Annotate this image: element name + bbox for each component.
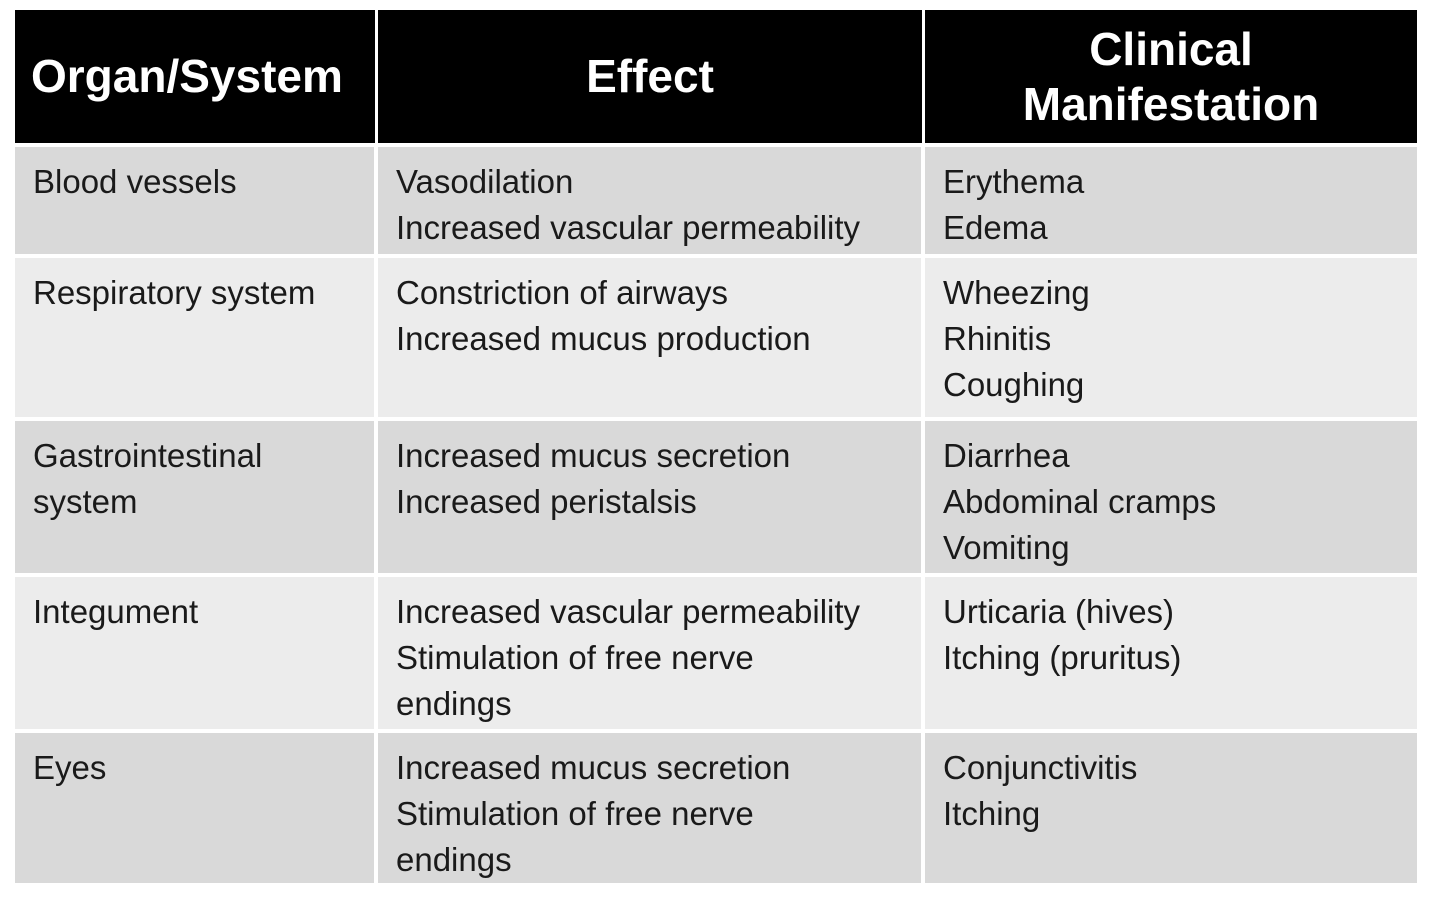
table-row: Integument Increased vascular permeabili… — [15, 577, 1417, 733]
header-organ-system: Organ/System — [15, 10, 378, 147]
table-row: Eyes Increased mucus secretion Stimulati… — [15, 733, 1417, 887]
effect-text: endings — [396, 685, 512, 722]
manifestation-text: Conjunctivitis — [943, 749, 1138, 786]
organ-cell: Integument — [15, 577, 378, 733]
organ-text: Gastrointestinal — [33, 437, 263, 474]
table-row: Gastrointestinal system Increased mucus … — [15, 421, 1417, 577]
manifestation-cell: Conjunctivitis Itching — [925, 733, 1417, 887]
table-container: Organ/System Effect Clinical Manifestati… — [15, 10, 1417, 887]
effect-text: Vasodilation — [396, 163, 574, 200]
header-clinical-line1: Clinical — [1089, 22, 1253, 75]
effect-cell: Increased vascular permeability Stimulat… — [378, 577, 925, 733]
manifestation-text: Vomiting — [943, 529, 1070, 566]
effect-cell: Increased mucus secretion Increased peri… — [378, 421, 925, 577]
table-row: Blood vessels Vasodilation Increased vas… — [15, 147, 1417, 258]
manifestation-text: Edema — [943, 209, 1048, 246]
effect-cell: Constriction of airways Increased mucus … — [378, 258, 925, 421]
organ-text: Respiratory system — [33, 274, 316, 311]
effect-text: Increased mucus secretion — [396, 437, 791, 474]
manifestation-cell: Wheezing Rhinitis Coughing — [925, 258, 1417, 421]
organ-text: Integument — [33, 593, 199, 630]
effect-cell: Vasodilation Increased vascular permeabi… — [378, 147, 925, 258]
organ-text: Eyes — [33, 749, 107, 786]
organ-text: system — [33, 483, 138, 520]
effect-text: Increased vascular permeability — [396, 209, 861, 246]
effect-text: Increased vascular permeability — [396, 593, 861, 630]
table-header-row: Organ/System Effect Clinical Manifestati… — [15, 10, 1417, 147]
header-clinical-line2: Manifestation — [1022, 77, 1320, 130]
organ-text: Blood vessels — [33, 163, 237, 200]
effect-text: Stimulation of free nerve — [396, 795, 754, 832]
effect-text: Increased mucus secretion — [396, 749, 791, 786]
manifestation-text: Wheezing — [943, 274, 1090, 311]
effect-text: endings — [396, 841, 512, 878]
manifestation-text: Erythema — [943, 163, 1085, 200]
manifestation-cell: Urticaria (hives) Itching (pruritus) — [925, 577, 1417, 733]
header-effect: Effect — [378, 10, 925, 147]
effect-text: Increased peristalsis — [396, 483, 697, 520]
manifestation-text: Abdominal cramps — [943, 483, 1217, 520]
manifestation-text: Itching (pruritus) — [943, 639, 1182, 676]
manifestation-text: Coughing — [943, 366, 1085, 403]
manifestation-text: Diarrhea — [943, 437, 1070, 474]
manifestation-cell: Diarrhea Abdominal cramps Vomiting — [925, 421, 1417, 577]
effect-text: Increased mucus production — [396, 320, 811, 357]
organ-cell: Blood vessels — [15, 147, 378, 258]
organ-effects-table: Organ/System Effect Clinical Manifestati… — [15, 10, 1417, 887]
organ-cell: Gastrointestinal system — [15, 421, 378, 577]
effect-cell: Increased mucus secretion Stimulation of… — [378, 733, 925, 887]
organ-cell: Respiratory system — [15, 258, 378, 421]
manifestation-text: Itching — [943, 795, 1041, 832]
effect-text: Stimulation of free nerve — [396, 639, 754, 676]
effect-text: Constriction of airways — [396, 274, 728, 311]
manifestation-text: Urticaria (hives) — [943, 593, 1175, 630]
manifestation-cell: Erythema Edema — [925, 147, 1417, 258]
organ-cell: Eyes — [15, 733, 378, 887]
manifestation-text: Rhinitis — [943, 320, 1052, 357]
table-row: Respiratory system Constriction of airwa… — [15, 258, 1417, 421]
header-clinical-manifestation: Clinical Manifestation — [925, 10, 1417, 147]
